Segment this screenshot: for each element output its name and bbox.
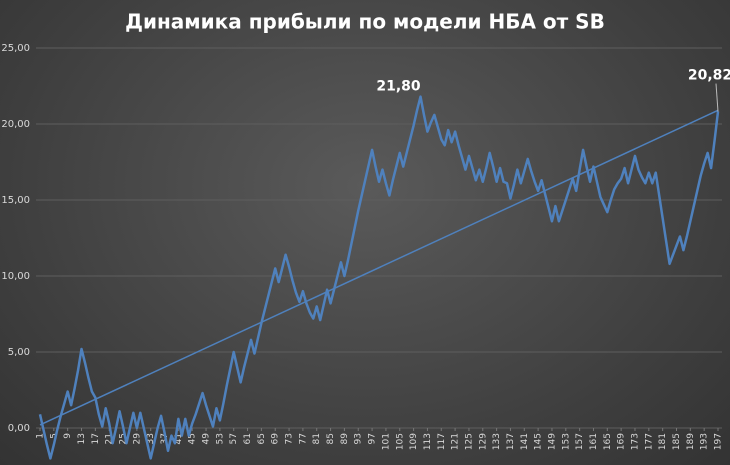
x-tick-label: 145 — [534, 433, 544, 450]
y-tick-label: 20,00 — [1, 119, 30, 130]
annotation: 21,80 — [376, 79, 421, 95]
x-tick-label: 41 — [174, 433, 184, 444]
x-tick-label: 61 — [243, 433, 253, 444]
y-tick-label: 5,00 — [8, 347, 30, 358]
x-tick-label: 133 — [492, 433, 502, 450]
x-tick-label: 97 — [368, 433, 378, 444]
x-tick-label: 25 — [119, 433, 129, 444]
x-tick-label: 21 — [105, 433, 115, 444]
x-tick-label: 81 — [312, 433, 322, 444]
x-tick-label: 129 — [478, 433, 488, 450]
trend-line — [39, 109, 719, 426]
x-tick-label: 169 — [617, 433, 627, 450]
x-tick-label: 105 — [395, 433, 405, 450]
data-line — [38, 95, 720, 460]
x-tick-label: 57 — [229, 433, 239, 444]
x-tick-label: 141 — [520, 433, 530, 450]
x-tick-label: 113 — [423, 433, 433, 450]
x-tick-label: 109 — [409, 433, 419, 450]
x-tick-label: 13 — [77, 433, 87, 444]
annotation: 20,82 — [688, 68, 730, 84]
x-tick-label: 29 — [132, 433, 142, 445]
x-tick-label: 125 — [464, 433, 474, 450]
x-tick-label: 85 — [326, 433, 336, 444]
x-tick-label: 9 — [63, 433, 73, 439]
y-tick-label: 0,00 — [8, 423, 30, 434]
chart-title: Динамика прибыли по модели НБА от SB — [125, 10, 605, 34]
x-tick-label: 185 — [672, 433, 682, 450]
x-tick-label: 5 — [49, 433, 59, 439]
x-tick-label: 157 — [575, 433, 585, 450]
x-tick-label: 181 — [658, 433, 668, 450]
x-tick-label: 45 — [188, 433, 198, 444]
x-tick-label: 33 — [146, 433, 156, 444]
x-tick-label: 53 — [215, 433, 225, 444]
x-tick-label: 161 — [589, 433, 599, 450]
x-tick-label: 137 — [506, 433, 516, 450]
x-tick-label: 69 — [271, 433, 281, 445]
x-tick-label: 153 — [561, 433, 571, 450]
x-tick-label: 173 — [630, 433, 640, 450]
x-tick-label: 149 — [547, 433, 557, 450]
y-tick-label: 15,00 — [1, 195, 30, 206]
x-tick-label: 73 — [285, 433, 295, 444]
x-tick-label: 77 — [298, 433, 308, 444]
x-tick-label: 65 — [257, 433, 267, 444]
x-tick-label: 197 — [714, 433, 724, 450]
annotation-leader — [715, 83, 719, 112]
x-tick-label: 117 — [437, 433, 447, 450]
x-tick-label: 189 — [686, 433, 696, 450]
x-tick-label: 49 — [202, 433, 212, 445]
x-tick-label: 165 — [603, 433, 613, 450]
x-tick-label: 101 — [381, 433, 391, 450]
x-tick-label: 93 — [354, 433, 364, 444]
x-tick-label: 1 — [36, 433, 46, 439]
y-tick-label: 25,00 — [1, 43, 30, 54]
x-tick-label: 89 — [340, 433, 350, 445]
x-tick-label: 121 — [451, 433, 461, 450]
x-tick-label: 177 — [644, 433, 654, 450]
x-tick-label: 193 — [700, 433, 710, 450]
x-tick-label: 17 — [91, 433, 101, 444]
y-tick-label: 10,00 — [1, 271, 30, 282]
